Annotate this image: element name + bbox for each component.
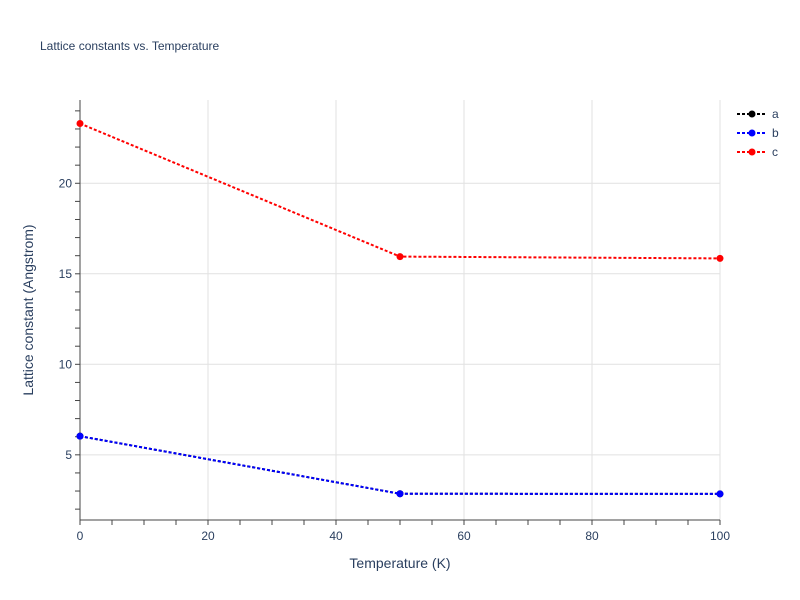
data-point-b: [716, 490, 724, 498]
legend-swatch-marker: [748, 110, 756, 118]
legend-label: a: [772, 107, 779, 121]
x-axis-title: Temperature (K): [349, 555, 450, 571]
series-b: [76, 432, 724, 498]
series-line-b: [79, 435, 721, 495]
chart-title: Lattice constants vs. Temperature: [40, 39, 220, 53]
x-tick-label: 40: [329, 529, 343, 543]
legend-swatch-marker: [748, 148, 756, 156]
x-tick-label: 60: [457, 529, 471, 543]
y-tick-label: 10: [59, 357, 73, 371]
data-point-b: [396, 490, 404, 498]
legend: abc: [737, 107, 779, 159]
x-tick-label: 0: [77, 529, 84, 543]
axes: 0 20 40 60 80 100 5 10 15 20: [59, 100, 730, 543]
legend-swatch-marker: [748, 129, 756, 137]
x-tick-label: 80: [585, 529, 599, 543]
series-a: [76, 432, 724, 498]
y-tick-label: 20: [59, 176, 73, 190]
data-point-c: [396, 253, 404, 261]
series-c: [76, 120, 724, 262]
legend-item-c: c: [737, 145, 778, 159]
data-point-c: [76, 120, 84, 128]
legend-item-b: b: [737, 126, 779, 140]
y-axis-title: Lattice constant (Angstrom): [20, 224, 36, 395]
plot-area: [76, 120, 724, 498]
y-tick-label: 5: [65, 448, 72, 462]
grid: [80, 100, 721, 520]
data-point-c: [716, 254, 724, 262]
legend-label: b: [772, 126, 779, 140]
data-point-b: [76, 432, 84, 440]
series-line-a: [79, 435, 721, 495]
legend-item-a: a: [737, 107, 779, 121]
y-tick-label: 15: [59, 267, 73, 281]
x-tick-label: 100: [710, 529, 730, 543]
series-line-c: [79, 122, 721, 260]
legend-label: c: [772, 145, 778, 159]
x-tick-label: 20: [201, 529, 215, 543]
